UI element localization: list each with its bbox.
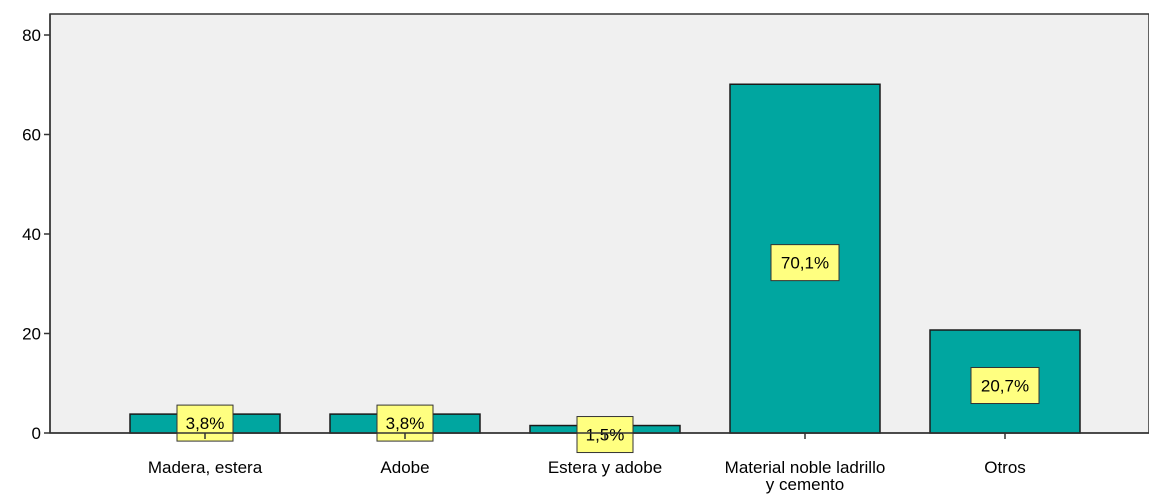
y-ticks-group: 0 20 40 60 80: [22, 26, 50, 443]
y-tick-label: 60: [22, 126, 41, 145]
x-category-label: Adobe: [380, 458, 429, 477]
y-tick-label: 20: [22, 325, 41, 344]
data-label: 70,1%: [781, 254, 829, 273]
data-label-box: [970, 367, 1040, 405]
data-label: 3,8%: [386, 414, 425, 433]
y-tick-label: 40: [22, 225, 41, 244]
x-category-label: Madera, estera: [148, 458, 263, 477]
x-categories-group: Madera, estera Adobe Estera y adobe Materia…: [148, 433, 1026, 494]
data-label-box: [770, 244, 840, 282]
y-tick-label: 0: [32, 424, 41, 443]
x-category-label: Material noble ladrillo: [725, 458, 886, 477]
data-label: 20,7%: [981, 377, 1029, 396]
data-label-box: [176, 404, 234, 442]
data-labels-group: 3,8% 3,8%1,5%70,1%20,7%: [176, 244, 1040, 454]
x-category-label: Otros: [984, 458, 1026, 477]
data-label: 3,8%: [186, 414, 225, 433]
x-category-label: y cemento: [766, 475, 844, 494]
x-category-label: Estera y adobe: [548, 458, 662, 477]
y-tick-label: 80: [22, 26, 41, 45]
